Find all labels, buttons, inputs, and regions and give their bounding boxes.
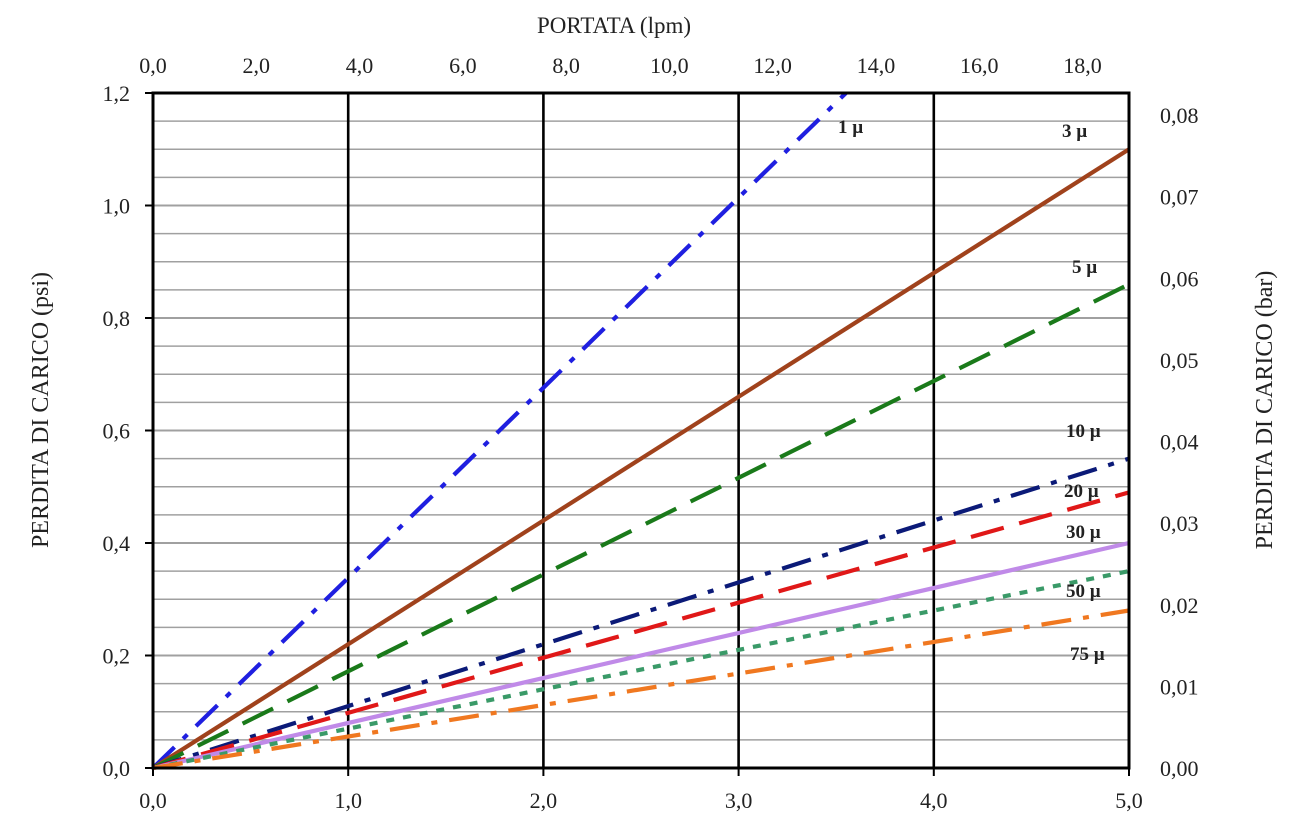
x-bottom-tick-label: 2,0: [530, 788, 558, 813]
y-right-tick-label: 0,05: [1160, 348, 1199, 373]
series-name-label: 75 µ: [1070, 644, 1105, 665]
series-name-label: 3 µ: [1062, 121, 1087, 142]
series-line: [152, 490, 1130, 771]
series-name-label: 50 µ: [1066, 581, 1101, 602]
series-name-label: 30 µ: [1066, 522, 1101, 543]
x-top-tick-label: 8,0: [552, 53, 580, 78]
x-top-tick-label: 12,0: [753, 53, 792, 78]
x-top-tick-label: 10,0: [650, 53, 689, 78]
series-line: [152, 540, 1130, 771]
x-top-tick-label: 16,0: [960, 53, 999, 78]
series-line: [152, 608, 1130, 771]
y-left-tick-label: 1,0: [103, 194, 131, 219]
x-top-tick-label: 14,0: [857, 53, 896, 78]
series-name-label: 1 µ: [838, 117, 863, 138]
x-top-tick-label: 18,0: [1063, 53, 1102, 78]
y-left-tick-label: 1,2: [103, 81, 131, 106]
x-top-tick-label: 0,0: [139, 53, 167, 78]
right-axis-title: PERDITA DI CARICO (bar): [1252, 271, 1278, 550]
x-bottom-tick-label: 4,0: [920, 788, 948, 813]
left-axis-title: PERDITA DI CARICO (psi): [28, 272, 54, 548]
y-left-tick-label: 0,4: [103, 531, 131, 556]
y-right-tick-label: 0,02: [1160, 593, 1199, 618]
y-right-tick-label: 0,01: [1160, 674, 1199, 699]
top-axis-title: PORTATA (lpm): [537, 13, 691, 38]
series-line: [151, 91, 848, 770]
x-top-tick-label: 2,0: [243, 53, 271, 78]
tick-labels: 0,0 1,0 2,0 3,0 4,0 5,0 0,0 2,0 4,0 6,0 8,0 10,0 12,…: [103, 53, 1199, 813]
series-line: [151, 147, 1131, 770]
y-right-tick-label: 0,04: [1160, 430, 1199, 455]
x-top-tick-label: 6,0: [449, 53, 477, 78]
y-right-tick-label: 0,03: [1160, 511, 1199, 536]
series-line: [152, 456, 1130, 771]
x-bottom-tick-label: 1,0: [334, 788, 362, 813]
x-bottom-tick-label: 3,0: [725, 788, 753, 813]
x-bottom-tick-label: 5,0: [1115, 788, 1143, 813]
series-name-label: 20 µ: [1064, 481, 1099, 502]
y-left-tick-label: 0,2: [103, 644, 131, 669]
y-right-tick-label: 0,06: [1160, 266, 1199, 291]
series-name-label: 5 µ: [1072, 257, 1097, 278]
series-line: [152, 569, 1130, 771]
y-left-tick-label: 0,6: [103, 419, 131, 444]
series-lines: [151, 91, 1131, 771]
grid: [153, 93, 1129, 768]
y-right-tick-label: 0,08: [1160, 103, 1199, 128]
series-labels: 1 µ 3 µ 5 µ 10 µ 20 µ 30 µ 50 µ 75 µ: [838, 117, 1105, 665]
x-top-tick-label: 4,0: [346, 53, 374, 78]
y-left-tick-label: 0,0: [103, 756, 131, 781]
x-bottom-tick-label: 0,0: [139, 788, 167, 813]
y-left-tick-label: 0,8: [103, 306, 131, 331]
y-right-tick-label: 0,07: [1160, 185, 1199, 210]
series-name-label: 10 µ: [1066, 421, 1101, 442]
series-line: [152, 282, 1130, 770]
y-right-tick-label: 0,00: [1160, 756, 1199, 781]
